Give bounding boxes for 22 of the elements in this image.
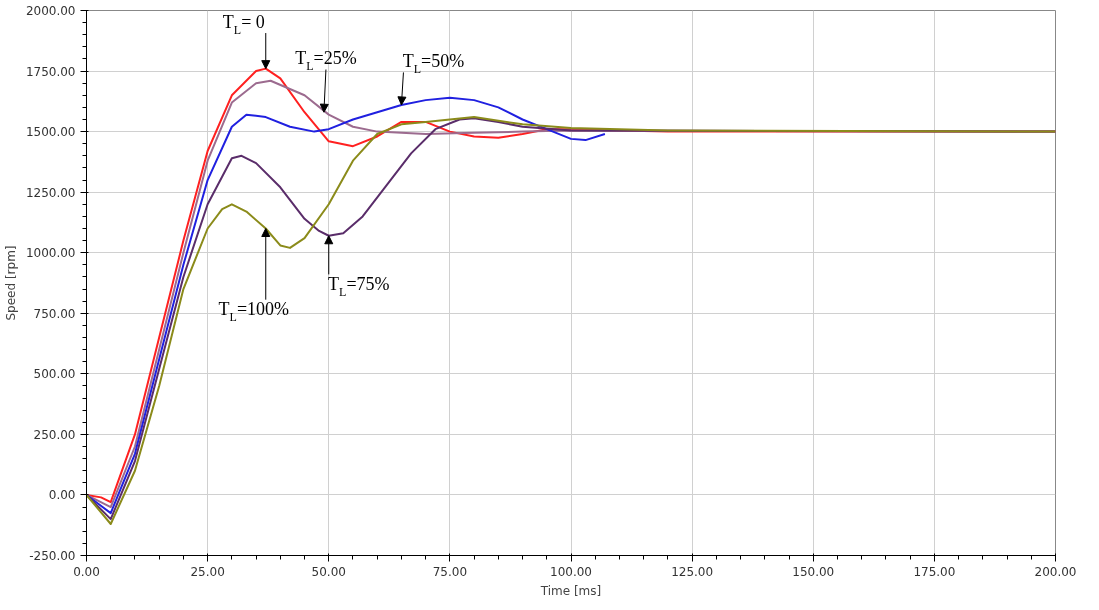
y-axis-title: Speed [rpm] (3, 245, 18, 321)
x-tick-label: 150.00 (792, 564, 835, 579)
y-tick-label: 1750.00 (25, 64, 76, 79)
y-tick-label: 1250.00 (25, 185, 76, 200)
x-tick-label: 25.00 (190, 564, 225, 579)
x-tick-label: 125.00 (671, 564, 714, 579)
x-tick-label: 175.00 (913, 564, 956, 579)
y-tick-label: 1000.00 (25, 246, 76, 261)
line-series (86, 96, 606, 515)
y-tick-label: 750.00 (33, 306, 76, 321)
y-tick-label: 250.00 (33, 427, 76, 442)
x-axis-title: Time [ms] (539, 583, 602, 598)
x-tick-label: 75.00 (432, 564, 468, 579)
x-tick-label: 0.00 (73, 564, 100, 579)
y-tick-label: 0.00 (48, 488, 76, 503)
y-tick-label: -250.00 (29, 549, 76, 563)
x-tick-label: 100.00 (550, 564, 593, 579)
x-tick-label: 200.00 (1034, 564, 1077, 579)
x-tick-label: 50.00 (311, 564, 346, 579)
y-tick-label: 2000.00 (25, 4, 76, 18)
y-tick-label: 1500.00 (25, 125, 76, 140)
y-tick-label: 500.00 (33, 367, 76, 382)
